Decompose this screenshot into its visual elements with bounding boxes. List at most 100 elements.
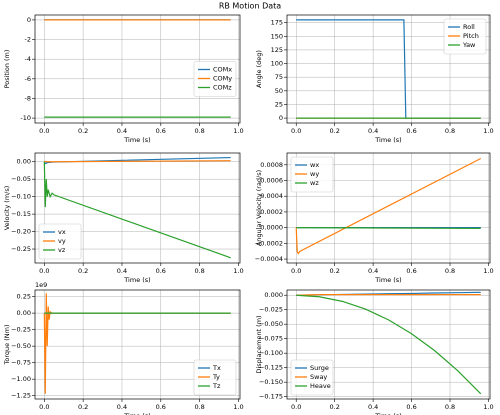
figure-title: RB Motion Data bbox=[219, 2, 281, 11]
x-tick-label: 0.2 bbox=[330, 403, 340, 411]
y-tick-label: 0 bbox=[27, 16, 31, 24]
legend-label: Yaw bbox=[462, 41, 476, 49]
x-tick-label: 0.2 bbox=[330, 267, 340, 275]
y-tick-label: 100 bbox=[271, 60, 283, 68]
x-tick-label: 0.4 bbox=[117, 127, 127, 135]
legend-label: Surge bbox=[310, 364, 329, 372]
x-axis-label: Time (s) bbox=[123, 276, 150, 284]
x-tick-label: 0.2 bbox=[78, 267, 88, 275]
y-tick-label: −0.20 bbox=[11, 228, 31, 236]
x-tick-label: 0.8 bbox=[445, 127, 455, 135]
y-tick-label: −1.00 bbox=[11, 375, 31, 383]
y-tick-label: −0.075 bbox=[259, 335, 283, 343]
y-tick-label: −0.50 bbox=[11, 342, 31, 350]
x-tick-label: 0.2 bbox=[78, 403, 88, 411]
x-axis-label: Time (s) bbox=[123, 136, 150, 144]
x-tick-label: 0.0 bbox=[291, 403, 301, 411]
legend-label: vz bbox=[58, 246, 66, 254]
x-tick-label: 0.8 bbox=[194, 267, 204, 275]
y-tick-label: 0.000 bbox=[264, 291, 283, 299]
legend-label: COMy bbox=[213, 75, 232, 83]
y-axis-label: Torque (Nm) bbox=[3, 325, 11, 366]
x-tick-label: 0.6 bbox=[156, 127, 166, 135]
y-tick-label: −0.15 bbox=[11, 210, 31, 218]
x-tick-label: 0.4 bbox=[117, 267, 127, 275]
x-tick-label: 0.2 bbox=[330, 127, 340, 135]
x-tick-label: 1.0 bbox=[483, 267, 493, 275]
y-tick-label: −0.25 bbox=[11, 326, 31, 334]
y-tick-label: 0.00 bbox=[17, 309, 31, 317]
axes-frame bbox=[286, 289, 491, 400]
axes-frame bbox=[286, 152, 491, 264]
y-tick-label: 150 bbox=[271, 32, 283, 40]
y-tick-label: −0.175 bbox=[259, 393, 283, 401]
y-tick-label: −0.125 bbox=[259, 364, 283, 372]
x-tick-label: 0.4 bbox=[368, 127, 378, 135]
y-tick-label: 0.25 bbox=[17, 293, 31, 301]
x-tick-label: 0.0 bbox=[39, 267, 49, 275]
x-axis-label: Time (s) bbox=[123, 412, 150, 415]
x-tick-label: 0.0 bbox=[39, 403, 49, 411]
x-tick-label: 0.8 bbox=[194, 127, 204, 135]
x-axis-label: Time (s) bbox=[374, 136, 401, 144]
y-axis-label: Displacement (m) bbox=[255, 315, 263, 373]
y-tick-label: −0.100 bbox=[259, 349, 283, 357]
legend-label: Sway bbox=[310, 373, 327, 381]
x-tick-label: 1.0 bbox=[233, 403, 243, 411]
x-tick-label: 0.4 bbox=[117, 403, 127, 411]
y-tick-label: −0.0004 bbox=[255, 255, 283, 263]
y-tick-label: −0.050 bbox=[259, 320, 283, 328]
offset-label: 1e9 bbox=[35, 281, 47, 289]
legend-label: Tx bbox=[212, 364, 221, 372]
y-tick-label: 125 bbox=[271, 46, 283, 54]
y-axis-label: Angle (deg) bbox=[255, 50, 263, 88]
series-line bbox=[43, 161, 231, 259]
x-tick-label: 1.0 bbox=[233, 127, 243, 135]
x-axis-label: Time (s) bbox=[374, 412, 401, 415]
y-axis-label: Velocity (m/s) bbox=[3, 186, 11, 231]
y-tick-label: −0.025 bbox=[259, 306, 283, 314]
subplot: 0.0 0.2 0.4 0.6 0.8 1.0 −0.175 −0.150 −0.125 −0.1… bbox=[255, 289, 494, 415]
legend-label: Roll bbox=[463, 23, 475, 31]
y-tick-label: −0.75 bbox=[11, 359, 31, 367]
legend-label: wz bbox=[310, 179, 319, 187]
x-tick-label: 0.8 bbox=[445, 267, 455, 275]
x-tick-label: 1.0 bbox=[483, 127, 493, 135]
y-tick-label: -10 bbox=[20, 114, 31, 122]
subplot: 0.0 0.2 0.4 0.6 0.8 1.0 −0.25 −0.20 −0.15 −0.10 −0… bbox=[3, 152, 244, 284]
series-line bbox=[295, 157, 482, 255]
x-tick-label: 0.6 bbox=[406, 403, 416, 411]
legend-label: wy bbox=[310, 170, 319, 178]
y-tick-label: 0.0006 bbox=[260, 177, 283, 185]
x-tick-label: 0.4 bbox=[368, 267, 378, 275]
y-tick-label: -2 bbox=[25, 36, 31, 44]
y-tick-label: 50 bbox=[275, 87, 283, 95]
x-tick-label: 0.6 bbox=[406, 267, 416, 275]
x-tick-label: 0.4 bbox=[368, 403, 378, 411]
legend-label: Heave bbox=[310, 382, 331, 390]
axes-frame bbox=[34, 152, 241, 264]
series-line bbox=[44, 160, 231, 163]
y-tick-label: −0.10 bbox=[11, 193, 31, 201]
y-axis-label: Position (m) bbox=[3, 50, 11, 89]
subplot: 0.0 0.2 0.4 0.6 0.8 1.0 -10 -8 -6 -4 -2 0 Time (s) Po… bbox=[3, 14, 244, 144]
x-tick-label: 0.8 bbox=[194, 403, 204, 411]
subplot: 0.0 0.2 0.4 0.6 0.8 1.0 0 25 50 75 100 125 150 175 Tim… bbox=[255, 14, 494, 144]
y-tick-label: -6 bbox=[25, 75, 31, 83]
subplot: 0.0 0.2 0.4 0.6 0.8 1.0 −1.25 −1.00 −0.75 −0.50 −0… bbox=[3, 281, 244, 415]
x-tick-label: 1.0 bbox=[233, 267, 243, 275]
y-tick-label: −1.25 bbox=[11, 392, 31, 400]
subplot: 0.0 0.2 0.4 0.6 0.8 1.0 −0.0004 −0.0002 0.0000 0.… bbox=[255, 152, 494, 284]
legend-label: COMz bbox=[213, 84, 232, 92]
series-line bbox=[296, 227, 481, 230]
legend-label: Ty bbox=[212, 373, 220, 381]
legend-label: Tz bbox=[212, 382, 221, 390]
y-tick-label: −0.25 bbox=[11, 245, 31, 253]
y-tick-label: -4 bbox=[25, 55, 31, 63]
x-tick-label: 0.0 bbox=[39, 127, 49, 135]
